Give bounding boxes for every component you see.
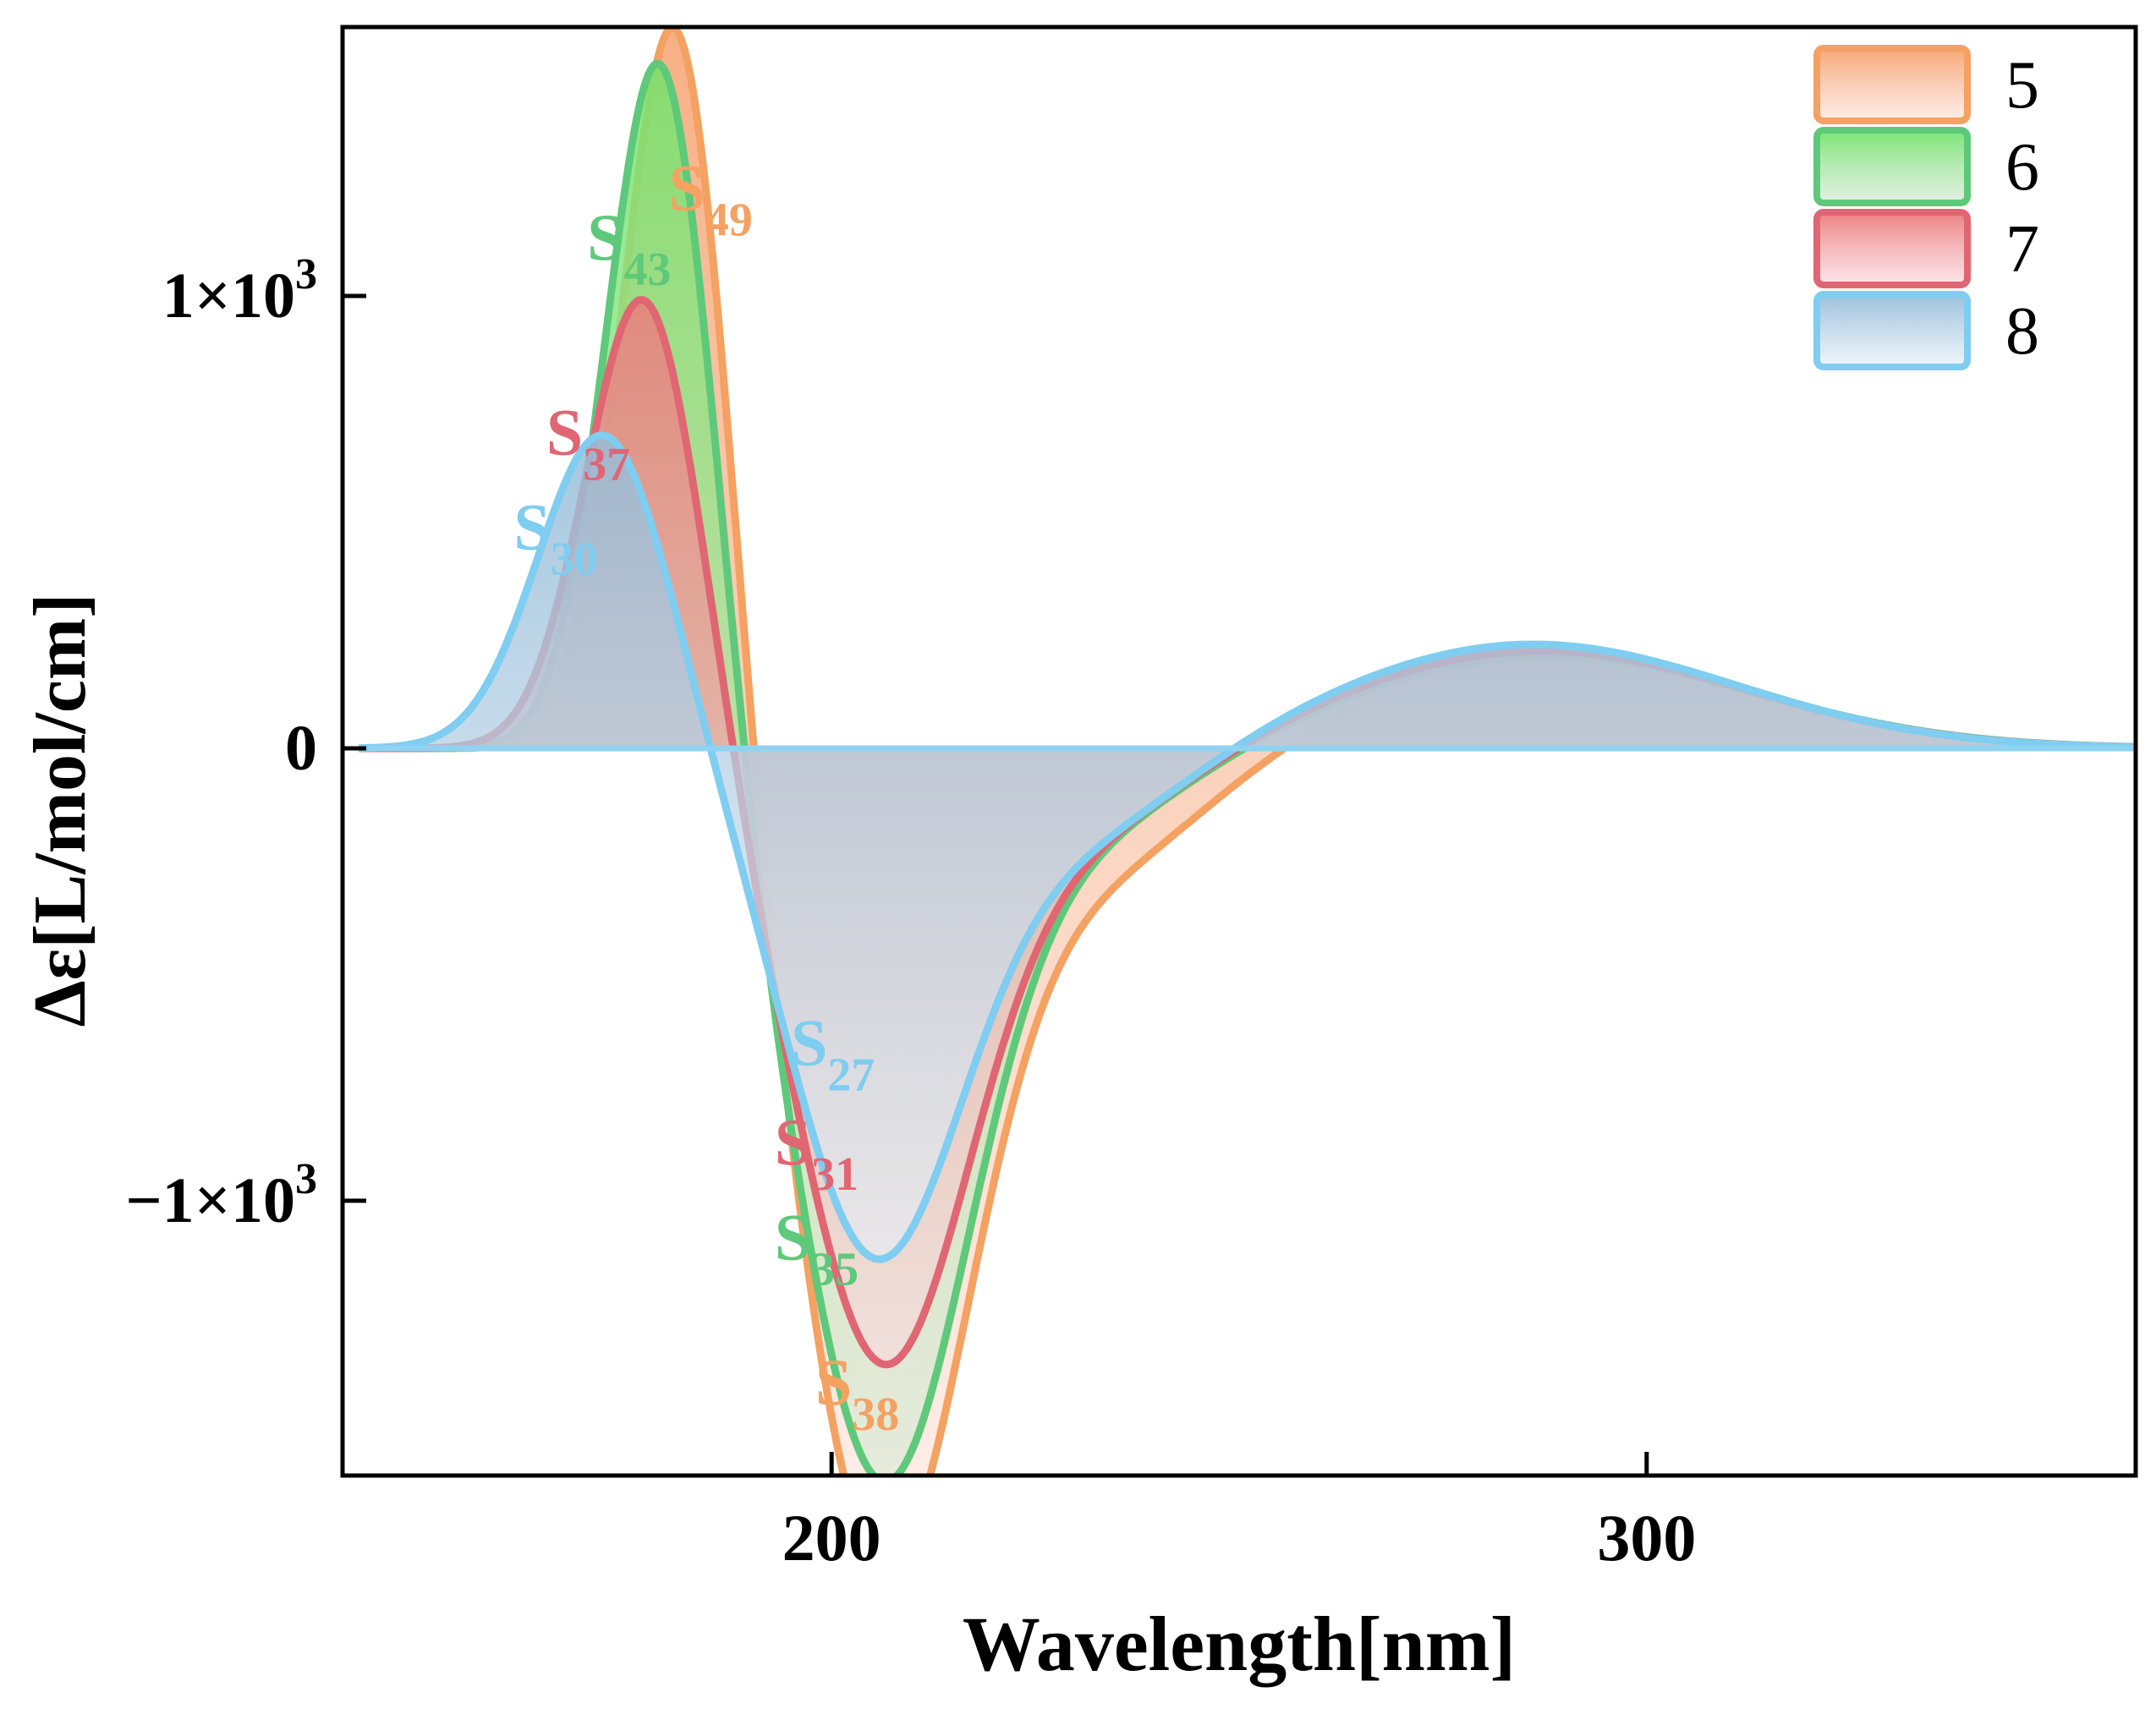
plot-frame	[340, 25, 2138, 1478]
peak-label-7-1: S31	[775, 1105, 859, 1201]
x-tick-label-300: 300	[1597, 1501, 1696, 1574]
legend-item-8: 8	[1813, 291, 2039, 370]
legend-swatch-6	[1813, 127, 1971, 206]
x-axis-title: Wavelength[nm]	[963, 1601, 1516, 1687]
legend-item-6: 6	[1813, 127, 2039, 206]
series-8	[357, 431, 2136, 1263]
legend-label-8: 8	[2005, 294, 2039, 369]
legend-item-7: 7	[1813, 209, 2039, 288]
y-axis-title: Δε[L/mol/cm]	[19, 593, 101, 1027]
legend-label-5: 5	[2005, 48, 2039, 123]
series-line-8	[357, 431, 2136, 1263]
y-tick-label-0: 0	[285, 713, 317, 784]
peak-label-7-0: S37	[546, 395, 630, 490]
peak-label-8-0: S30	[513, 490, 597, 586]
peak-label-6-1: S35	[775, 1201, 859, 1296]
peak-label-layer: S49 S38 S43 S35 S37 S31 S30 S27	[513, 151, 899, 1440]
peak-label-5-1: S38	[815, 1345, 899, 1441]
y-tick-label-1000: 1×103	[162, 250, 317, 331]
legend-label-7: 7	[2005, 212, 2039, 287]
x-tick-label-200: 200	[782, 1501, 881, 1574]
legend-swatch-5	[1813, 45, 1971, 124]
legend-swatch-8	[1813, 291, 1971, 370]
peak-label-6-0: S43	[587, 200, 671, 296]
peak-label-5-0: S49	[668, 151, 752, 246]
series-area-8	[359, 435, 2136, 1260]
tick-layer: 200 300 1×103 0 −1×103	[125, 250, 1696, 1574]
legend-label-6: 6	[2005, 130, 2039, 205]
legend-item-5: 5	[1813, 45, 2039, 124]
peak-label-8-1: S27	[791, 1006, 875, 1102]
y-tick-label--1000: −1×103	[125, 1155, 317, 1236]
legend-swatch-7	[1813, 209, 1971, 288]
